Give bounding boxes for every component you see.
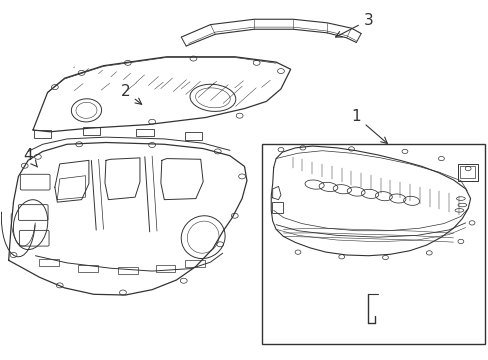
Text: 1: 1 xyxy=(351,109,386,143)
Bar xyxy=(118,267,137,274)
Bar xyxy=(39,259,59,266)
Bar xyxy=(272,202,283,213)
Bar xyxy=(136,129,153,136)
Bar xyxy=(82,127,100,135)
Bar xyxy=(184,132,202,140)
Bar xyxy=(261,144,484,344)
Text: 3: 3 xyxy=(335,13,373,37)
Text: 2: 2 xyxy=(120,84,142,104)
Bar xyxy=(458,163,477,181)
Bar xyxy=(156,265,175,272)
Bar xyxy=(459,166,474,178)
Bar xyxy=(78,265,98,272)
Bar xyxy=(34,130,51,138)
Text: 4: 4 xyxy=(23,148,38,167)
Bar xyxy=(185,260,204,267)
